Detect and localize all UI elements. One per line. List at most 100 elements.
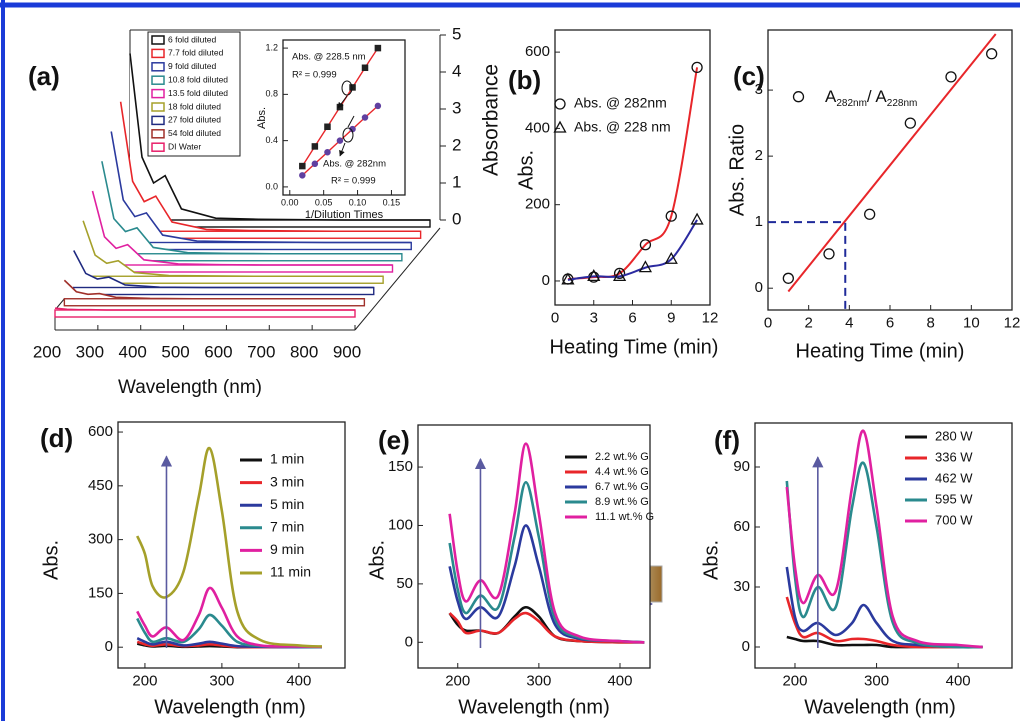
marker	[986, 48, 998, 60]
plot-frame	[282, 39, 406, 196]
y-tick-label: 30	[733, 578, 750, 595]
legend-label: 3 min	[270, 473, 304, 489]
legend-label: 27 fold diluted	[168, 115, 221, 125]
y-axis-title: Abs.	[366, 540, 388, 580]
legend-swatch	[151, 129, 165, 139]
x-tick-label: 3	[590, 309, 598, 326]
y-tick-label: 1	[452, 172, 461, 191]
legend-swatch	[151, 142, 165, 152]
marker	[690, 212, 704, 225]
y-tick-label: 0	[105, 638, 113, 655]
y-tick-label: 100	[388, 516, 413, 533]
y-tick-label: 0	[452, 209, 461, 228]
marker	[311, 160, 319, 168]
legend-label: Abs. @ 282nm	[574, 95, 667, 111]
marker	[374, 44, 382, 52]
spectrum-line	[82, 220, 384, 278]
y-tick-label: 600	[88, 423, 113, 440]
y-tick-label: 300	[88, 531, 113, 548]
x-tick-label: 0.15	[383, 197, 401, 207]
marker	[336, 137, 344, 144]
legend-label: 13.5 fold diluted	[168, 88, 228, 98]
marker	[361, 114, 369, 121]
marker	[823, 248, 835, 260]
legend-label: 6 fold diluted	[168, 34, 216, 44]
ribbon-base	[63, 298, 366, 307]
marker	[324, 148, 331, 156]
x-tick-label: 900	[333, 342, 361, 361]
x-tick-label: 300	[76, 342, 104, 361]
legend-swatch	[151, 115, 165, 126]
y-axis-title: Absorbance	[480, 64, 503, 176]
x-axis-title: Wavelength (nm)	[458, 696, 610, 718]
legend-label: 280 W	[935, 428, 973, 443]
y-tick-label: 90	[733, 458, 750, 475]
legend-label: 10.8 fold diluted	[168, 74, 228, 84]
legend-label: 4.4 wt.% G	[595, 466, 649, 478]
plot-area	[136, 446, 322, 649]
marker	[587, 269, 601, 282]
x-axis-title: 1/Dilution Times	[305, 209, 384, 221]
marker	[664, 251, 678, 264]
y-axis-title: Abs.	[40, 540, 62, 580]
legend-label: 595 W	[935, 491, 973, 506]
plot-area	[768, 33, 998, 310]
spectrum-line	[91, 190, 393, 266]
y-tick-label: 0.8	[265, 89, 278, 99]
marker	[792, 91, 805, 103]
x-tick-label: 700	[247, 342, 275, 361]
x-tick-label: 800	[290, 342, 318, 361]
annotation-ellipse	[342, 127, 354, 143]
legend-label: 7.7 fold diluted	[168, 48, 224, 58]
spectrum-line	[785, 596, 983, 649]
x-tick-label: 0.10	[349, 197, 367, 207]
y-tick-label: 4	[452, 61, 461, 80]
y-tick-label: 600	[525, 43, 550, 60]
marker	[299, 172, 306, 179]
spectrum-line	[448, 611, 645, 644]
annotation-arrow	[337, 95, 348, 109]
legend-label: 9 fold diluted	[168, 61, 216, 71]
spectrum-line	[110, 131, 412, 244]
y-tick-label: 50	[396, 575, 413, 592]
x-tick-label: 2	[804, 314, 812, 331]
legend-label: DI Water	[168, 141, 201, 151]
y-axis-title: Abs.	[515, 150, 537, 190]
legend-swatch	[151, 102, 165, 112]
x-tick-label: 0.05	[315, 197, 333, 207]
y-tick-label: 3	[452, 98, 461, 117]
marker	[639, 239, 652, 251]
x-tick-label: 300	[864, 672, 889, 689]
legend-label: 18 fold diluted	[168, 101, 221, 111]
marker	[561, 272, 575, 285]
annotation: R² = 0.999	[331, 176, 376, 187]
x-axis-title: Heating Time (min)	[550, 336, 719, 358]
panel-label: (a)	[28, 61, 60, 91]
annotation-ellipse	[341, 80, 353, 96]
x-tick-label: 600	[204, 342, 232, 361]
x-tick-label: 6	[628, 309, 636, 326]
legend-label: 336 W	[935, 449, 973, 464]
y-tick-label: 0	[742, 638, 750, 655]
x-tick-label: 12	[1004, 314, 1020, 331]
legend-marker	[553, 120, 567, 133]
marker	[299, 162, 306, 170]
marker	[638, 260, 653, 273]
plot-area	[785, 429, 983, 649]
x-tick-label: 8	[926, 314, 934, 331]
x-tick-label: 400	[119, 342, 147, 361]
spectrum-line	[73, 250, 374, 289]
x-tick-label: 500	[161, 342, 189, 361]
x-tick-label: 0.00	[281, 197, 299, 207]
x-tick-label: 0	[551, 309, 559, 326]
x-tick-label: 200	[33, 342, 61, 361]
spectrum-line	[785, 566, 983, 649]
reference-line	[768, 221, 847, 310]
y-tick-label: 3	[755, 81, 763, 98]
x-tick-label: 300	[526, 672, 551, 689]
x-tick-label: 200	[445, 672, 470, 689]
spectrum-line	[785, 429, 983, 649]
marker	[374, 102, 382, 110]
annotation-part: A	[825, 87, 837, 106]
